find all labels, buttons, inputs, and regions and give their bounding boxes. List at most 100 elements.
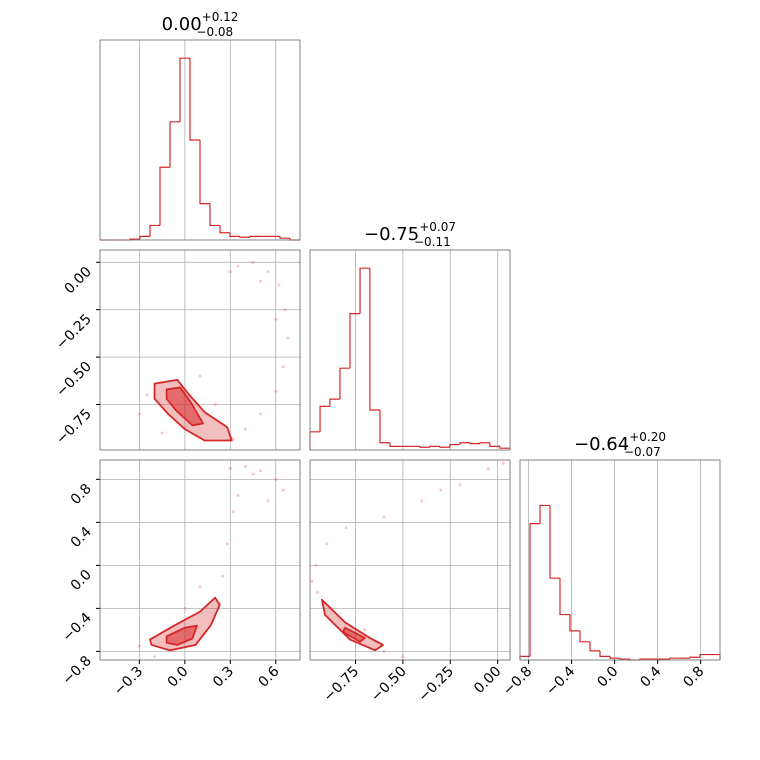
sample-point [251,260,255,264]
sample-point [439,488,443,492]
sample-point [225,542,229,546]
sample-point [259,469,263,473]
histogram-bin [439,446,450,448]
sample-point [160,431,164,435]
title-lower: −0.08 [196,25,233,39]
sample-point [274,317,278,321]
sample-point [277,283,281,287]
sample-point [363,628,367,632]
histogram-bin [369,268,380,411]
title-upper: +0.07 [419,220,456,234]
histogram-bin [139,235,150,240]
panel-title: −0.75+0.07 −0.11 [364,220,456,249]
density-contour [342,626,366,643]
sample-point [266,270,270,274]
histogram-bin [179,57,190,122]
sample-point [236,264,240,268]
panel-frame [519,459,721,661]
histogram-bin [579,630,590,643]
histogram-bin [149,224,160,237]
histogram-bin [339,367,350,400]
sample-point [325,542,329,546]
sample-point [344,526,348,530]
sample-point [274,477,278,481]
sample-point [243,427,247,431]
sample-point [145,393,149,397]
histogram-bin [539,504,550,524]
sample-point [231,437,235,441]
panel-title: 0.00+0.12 −0.08 [162,10,239,39]
histogram-bin [379,410,390,444]
title-upper: +0.20 [629,430,666,444]
histogram-bin [169,121,180,168]
title-value: −0.64 [574,434,629,455]
histogram-bin [279,236,290,239]
sample-point [283,308,287,312]
histogram-bin [569,614,580,632]
title-lower: −0.07 [624,445,661,459]
histogram-bin [469,442,481,445]
sample-point [401,655,405,659]
sample-point [382,515,386,519]
histogram-bin [559,578,570,616]
histogram-bin [589,641,600,652]
histogram-bin [219,225,230,234]
title-lower: −0.11 [414,235,451,249]
sample-point [213,403,217,407]
sample-point [198,585,202,589]
histogram-bin [249,235,260,238]
sample-point [198,374,202,378]
panel-frame [99,249,301,451]
histogram-bin [669,657,680,660]
sample-point [266,499,270,503]
title-value: −0.75 [364,224,419,245]
sample-point [231,510,235,514]
sample-point [310,580,314,584]
sample-point [458,483,462,487]
sample-point [501,461,505,465]
sample-point [274,389,278,393]
histogram-bin [359,267,370,314]
sample-point [236,493,240,497]
density-contour [165,624,198,646]
sample-point [228,270,232,274]
sample-point [259,279,263,283]
histogram-bin [239,236,250,238]
density-contour [321,598,384,652]
sample-point [382,649,386,653]
panel-frame [309,459,511,661]
histogram-bin [389,442,401,447]
sample-point [137,644,141,648]
histogram-bin [419,446,430,448]
histogram-bin [209,203,220,227]
sample-point [221,574,225,578]
histogram-bin [449,443,460,448]
panel-frame [99,459,301,661]
sample-point [316,590,320,594]
title-value: 0.00 [162,14,202,35]
histogram-bin [429,445,441,448]
histogram-bin [199,140,210,205]
histogram-bin [549,505,560,579]
title-upper: +0.12 [202,10,239,24]
sample-point [137,412,141,416]
sample-point [259,412,263,416]
histogram-bin [189,58,200,141]
density-contour [165,386,204,427]
sample-point [486,467,490,471]
panel-frame [309,249,511,451]
histogram-bin [349,313,361,369]
panel-frame [99,39,301,241]
sample-point [251,472,255,476]
histogram-bin [609,656,620,659]
sample-point [286,336,290,340]
histogram-bin [689,656,700,659]
sample-point [420,499,424,503]
sample-point [314,563,318,567]
sample-point [281,488,285,492]
histogram-bin [489,442,500,447]
panel-title: −0.64+0.20 −0.07 [574,430,666,459]
histogram-bin [599,650,610,657]
histogram-bin [479,442,490,444]
